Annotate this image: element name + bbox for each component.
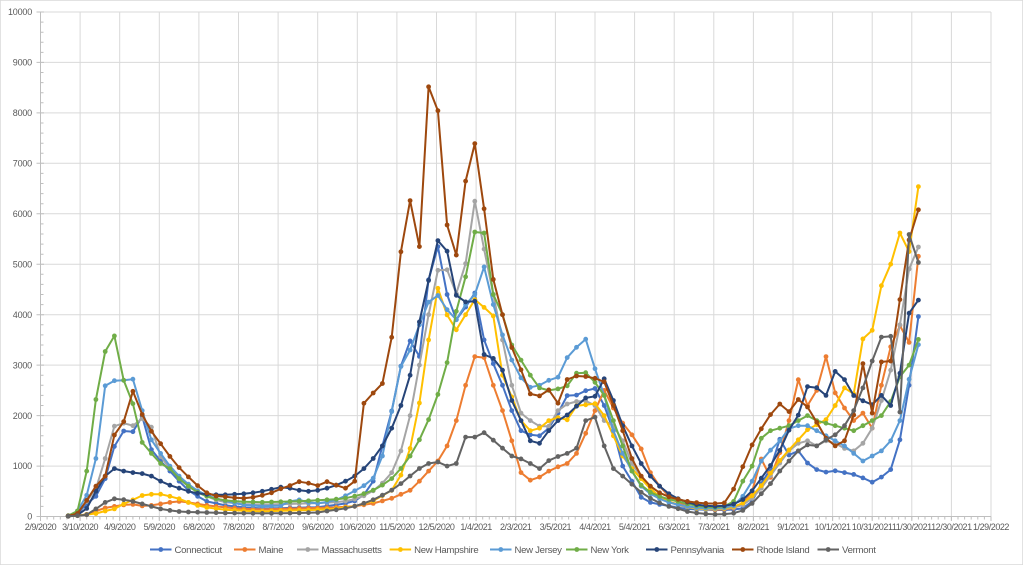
- svg-text:4/4/2021: 4/4/2021: [579, 522, 611, 532]
- svg-text:4000: 4000: [13, 310, 32, 320]
- svg-text:5/9/2020: 5/9/2020: [144, 522, 176, 532]
- svg-text:1/4/2021: 1/4/2021: [460, 522, 492, 532]
- svg-text:10/1/2021: 10/1/2021: [815, 522, 851, 532]
- svg-text:11/5/2020: 11/5/2020: [379, 522, 415, 532]
- svg-text:Pennsylvania: Pennsylvania: [671, 545, 725, 556]
- svg-text:2000: 2000: [13, 411, 32, 421]
- svg-text:Connecticut: Connecticut: [175, 545, 223, 556]
- svg-text:12/30/2021: 12/30/2021: [931, 522, 972, 532]
- svg-text:9000: 9000: [13, 58, 32, 68]
- svg-text:11/30/2021: 11/30/2021: [892, 522, 932, 532]
- svg-text:3/5/2021: 3/5/2021: [540, 522, 572, 532]
- svg-text:Rhode Island: Rhode Island: [757, 545, 810, 556]
- svg-text:5/4/2021: 5/4/2021: [619, 522, 651, 532]
- svg-text:New Jersey: New Jersey: [515, 545, 563, 556]
- svg-text:6000: 6000: [13, 209, 32, 219]
- svg-text:New Hampshire: New Hampshire: [414, 545, 478, 556]
- svg-text:0: 0: [27, 512, 32, 522]
- svg-text:Massachusetts: Massachusetts: [322, 545, 383, 556]
- svg-text:2/9/2020: 2/9/2020: [25, 522, 57, 532]
- svg-text:Maine: Maine: [259, 545, 284, 556]
- svg-text:8/7/2020: 8/7/2020: [262, 522, 294, 532]
- svg-text:New York: New York: [591, 545, 630, 556]
- svg-text:6/3/2021: 6/3/2021: [658, 522, 690, 532]
- svg-text:9/1/2021: 9/1/2021: [777, 522, 809, 532]
- svg-text:2/3/2021: 2/3/2021: [500, 522, 532, 532]
- svg-text:4/9/2020: 4/9/2020: [104, 522, 136, 532]
- svg-text:10/31/2021: 10/31/2021: [852, 522, 893, 532]
- svg-text:1/29/2022: 1/29/2022: [973, 522, 1009, 532]
- svg-text:3/10/2020: 3/10/2020: [62, 522, 98, 532]
- svg-text:9/6/2020: 9/6/2020: [302, 522, 334, 532]
- svg-text:10/6/2020: 10/6/2020: [339, 522, 375, 532]
- svg-text:1000: 1000: [13, 461, 32, 471]
- svg-text:6/8/2020: 6/8/2020: [183, 522, 215, 532]
- svg-text:7/3/2021: 7/3/2021: [698, 522, 730, 532]
- svg-text:12/5/2020: 12/5/2020: [419, 522, 455, 532]
- svg-text:10000: 10000: [8, 7, 32, 17]
- svg-text:7000: 7000: [13, 159, 32, 169]
- svg-text:Vermont: Vermont: [842, 545, 876, 556]
- svg-text:8000: 8000: [13, 108, 32, 118]
- svg-text:7/8/2020: 7/8/2020: [223, 522, 255, 532]
- svg-text:3000: 3000: [13, 360, 32, 370]
- svg-text:8/2/2021: 8/2/2021: [738, 522, 770, 532]
- svg-text:5000: 5000: [13, 259, 32, 269]
